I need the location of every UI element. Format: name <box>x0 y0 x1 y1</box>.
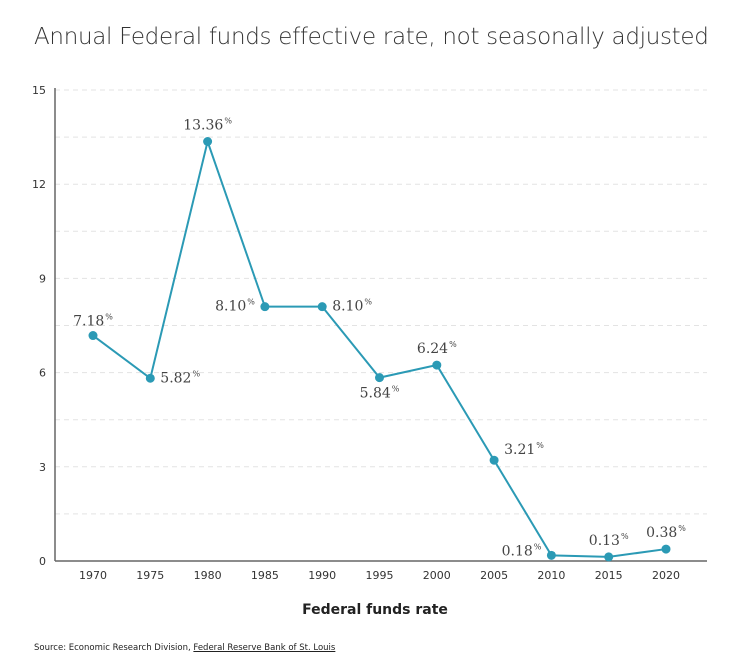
data-point <box>317 302 327 312</box>
y-tick-label: 6 <box>39 367 46 380</box>
data-label: 5.84% <box>360 385 400 402</box>
data-label: 5.82% <box>160 369 200 386</box>
data-point <box>203 136 213 146</box>
data-label: 7.18% <box>73 313 113 330</box>
x-tick-label: 2020 <box>652 569 680 582</box>
data-label: 3.21% <box>504 441 544 458</box>
data-label: 0.38% <box>646 524 686 541</box>
x-tick-label: 1975 <box>136 569 164 582</box>
data-point <box>88 331 98 341</box>
source-note: Source: Economic Research Division, Fede… <box>34 643 335 653</box>
x-tick-label: 1970 <box>79 569 107 582</box>
y-tick-label: 9 <box>39 272 46 285</box>
source-prefix: Source: Economic Research Division, <box>34 643 194 653</box>
data-point <box>145 373 155 383</box>
line-chart: 0 3 6 9 12 15 1970 1975 1980 1985 1990 1995 2000 2005… <box>32 84 707 582</box>
data-label: 8.10% <box>215 298 255 315</box>
x-tick-label: 1980 <box>194 569 222 582</box>
x-tick-label: 2010 <box>537 569 565 582</box>
x-tick-label: 1990 <box>308 569 336 582</box>
data-point <box>432 360 442 370</box>
chart-title: Annual Federal funds effective rate, not… <box>34 24 709 50</box>
x-tick-label: 2000 <box>423 569 451 582</box>
series-line <box>92 137 667 558</box>
data-point <box>375 373 384 383</box>
data-point <box>661 544 671 554</box>
data-label: 8.10% <box>332 298 372 315</box>
y-tick-label: 15 <box>32 84 46 97</box>
data-label: 13.36% <box>183 116 232 133</box>
x-tick-label: 2005 <box>480 569 508 582</box>
y-tick-label: 12 <box>32 178 46 191</box>
data-label: 0.13% <box>589 532 629 549</box>
x-axis-label: Federal funds rate <box>302 602 448 618</box>
x-tick-label: 2015 <box>595 569 623 582</box>
y-tick-label: 3 <box>39 461 46 474</box>
data-point <box>546 550 556 560</box>
data-point <box>260 302 270 312</box>
x-tick-label: 1995 <box>366 569 394 582</box>
source-link[interactable]: Federal Reserve Bank of St. Louis <box>193 643 336 653</box>
data-label: 0.18% <box>502 542 542 559</box>
data-label: 6.24% <box>417 340 457 357</box>
x-tick-label: 1985 <box>251 569 279 582</box>
data-point <box>489 455 499 465</box>
y-tick-label: 0 <box>39 555 46 568</box>
data-point <box>604 552 614 562</box>
